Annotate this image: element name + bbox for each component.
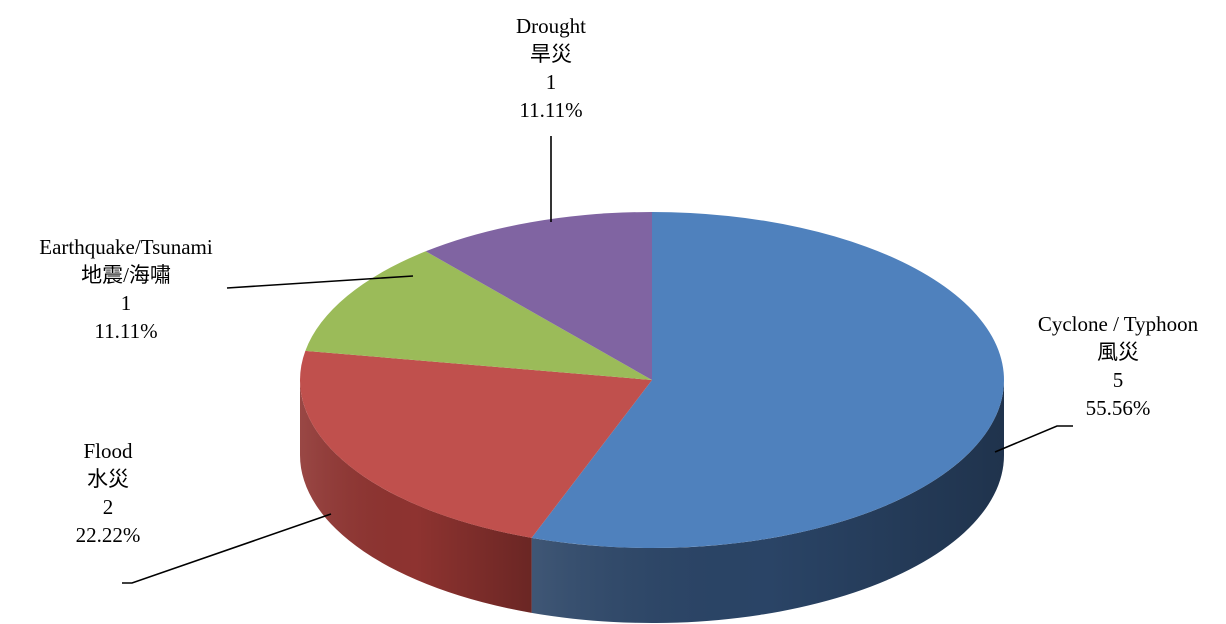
pie-slice-cyclone [531, 212, 1004, 548]
slice-label-cyclone-name-zh: 風災 [1097, 340, 1139, 364]
slice-label-drought-percent: 11.11% [519, 98, 583, 122]
leader-line-earthquake [226, 275, 414, 289]
slice-label-earthquake-name-zh: 地震/海嘯 [81, 263, 171, 287]
slice-label-cyclone-value: 5 [1112, 368, 1124, 392]
pie-sides [300, 380, 1004, 624]
pie-tops [300, 212, 1004, 548]
pie-side-shade-cyclone [531, 380, 1004, 624]
slice-label-drought-name: Drought [516, 14, 586, 38]
slice-label-flood-percent: 22.22% [75, 523, 141, 547]
pie-slice-flood [300, 350, 652, 538]
leader-line-cyclone [994, 425, 1073, 453]
leader-lines [122, 136, 1073, 584]
slice-label-flood-name-zh: 水災 [87, 467, 129, 491]
slice-label-cyclone-name: Cyclone / Typhoon [1037, 312, 1199, 336]
slice-label-earthquake-value: 1 [120, 291, 132, 315]
slice-label-earthquake: Earthquake/Tsunami 地震/海嘯 1 11.11% [10, 233, 242, 345]
pie-side-shade-flood [300, 380, 532, 613]
leader-line-flood [122, 513, 332, 584]
slice-label-flood: Flood 水災 2 22.22% [48, 437, 168, 549]
slice-label-flood-value: 2 [102, 495, 114, 519]
pie-slice-drought [425, 212, 652, 380]
slice-label-earthquake-percent: 11.11% [94, 319, 158, 343]
slice-label-drought: Drought 旱災 1 11.11% [491, 12, 611, 124]
slice-label-earthquake-name: Earthquake/Tsunami [39, 235, 213, 259]
slice-label-cyclone-percent: 55.56% [1085, 396, 1151, 420]
slice-label-drought-value: 1 [545, 70, 557, 94]
slice-label-flood-name: Flood [83, 439, 133, 463]
slice-label-drought-name-zh: 旱災 [530, 42, 572, 66]
pie-slice-earthquake [305, 251, 652, 380]
slice-label-cyclone: Cyclone / Typhoon 風災 5 55.56% [1013, 310, 1223, 422]
